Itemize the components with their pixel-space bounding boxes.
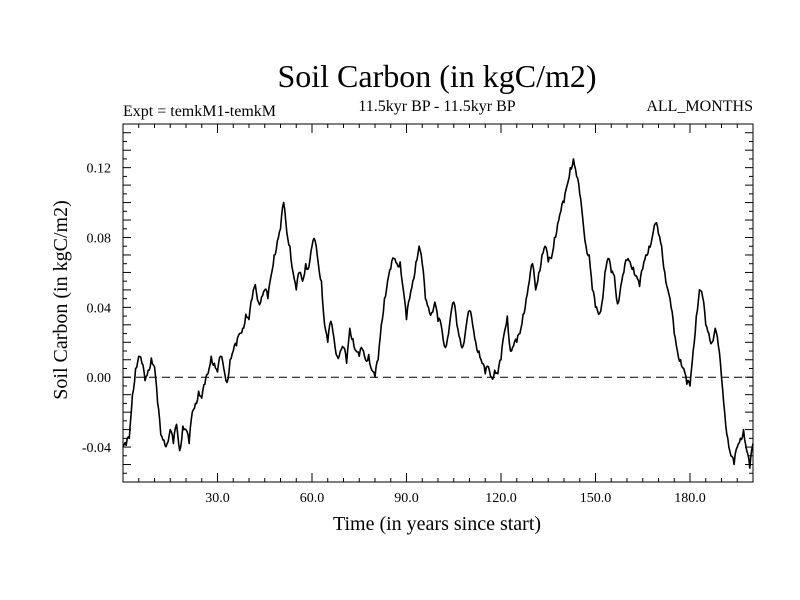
x-tick-label: 90.0 <box>394 491 419 506</box>
x-tick-label: 150.0 <box>580 491 612 506</box>
y-tick-label: 0.08 <box>87 232 112 247</box>
x-tick-label: 120.0 <box>485 491 517 506</box>
x-axis-label: Time (in years since start) <box>333 513 541 535</box>
chart-title: Soil Carbon (in kgC/m2) <box>277 58 596 94</box>
y-tick-label: 0.12 <box>87 162 112 177</box>
x-tick-label: 30.0 <box>205 491 230 506</box>
series-layer <box>122 158 754 469</box>
y-tick-label: 0.04 <box>87 301 112 316</box>
y-tick-label: -0.04 <box>82 441 111 456</box>
time-period-label: 11.5kyr BP - 11.5kyr BP <box>358 98 515 115</box>
experiment-label: Expt = temkM1-temkM <box>123 103 276 120</box>
soil-carbon-series-line <box>122 158 754 469</box>
y-tick-label: 0.00 <box>87 371 112 386</box>
plot-frame <box>122 123 754 483</box>
months-label: ALL_MONTHS <box>646 98 753 115</box>
y-axis-label: Soil Carbon (in kgC/m2) <box>50 200 72 399</box>
axes: 30.0 60.0 90.0 120.0 150.0 180.0 -0.04 0.00 0.04… <box>82 123 754 506</box>
x-tick-label: 180.0 <box>674 491 706 506</box>
x-tick-label: 60.0 <box>300 491 325 506</box>
